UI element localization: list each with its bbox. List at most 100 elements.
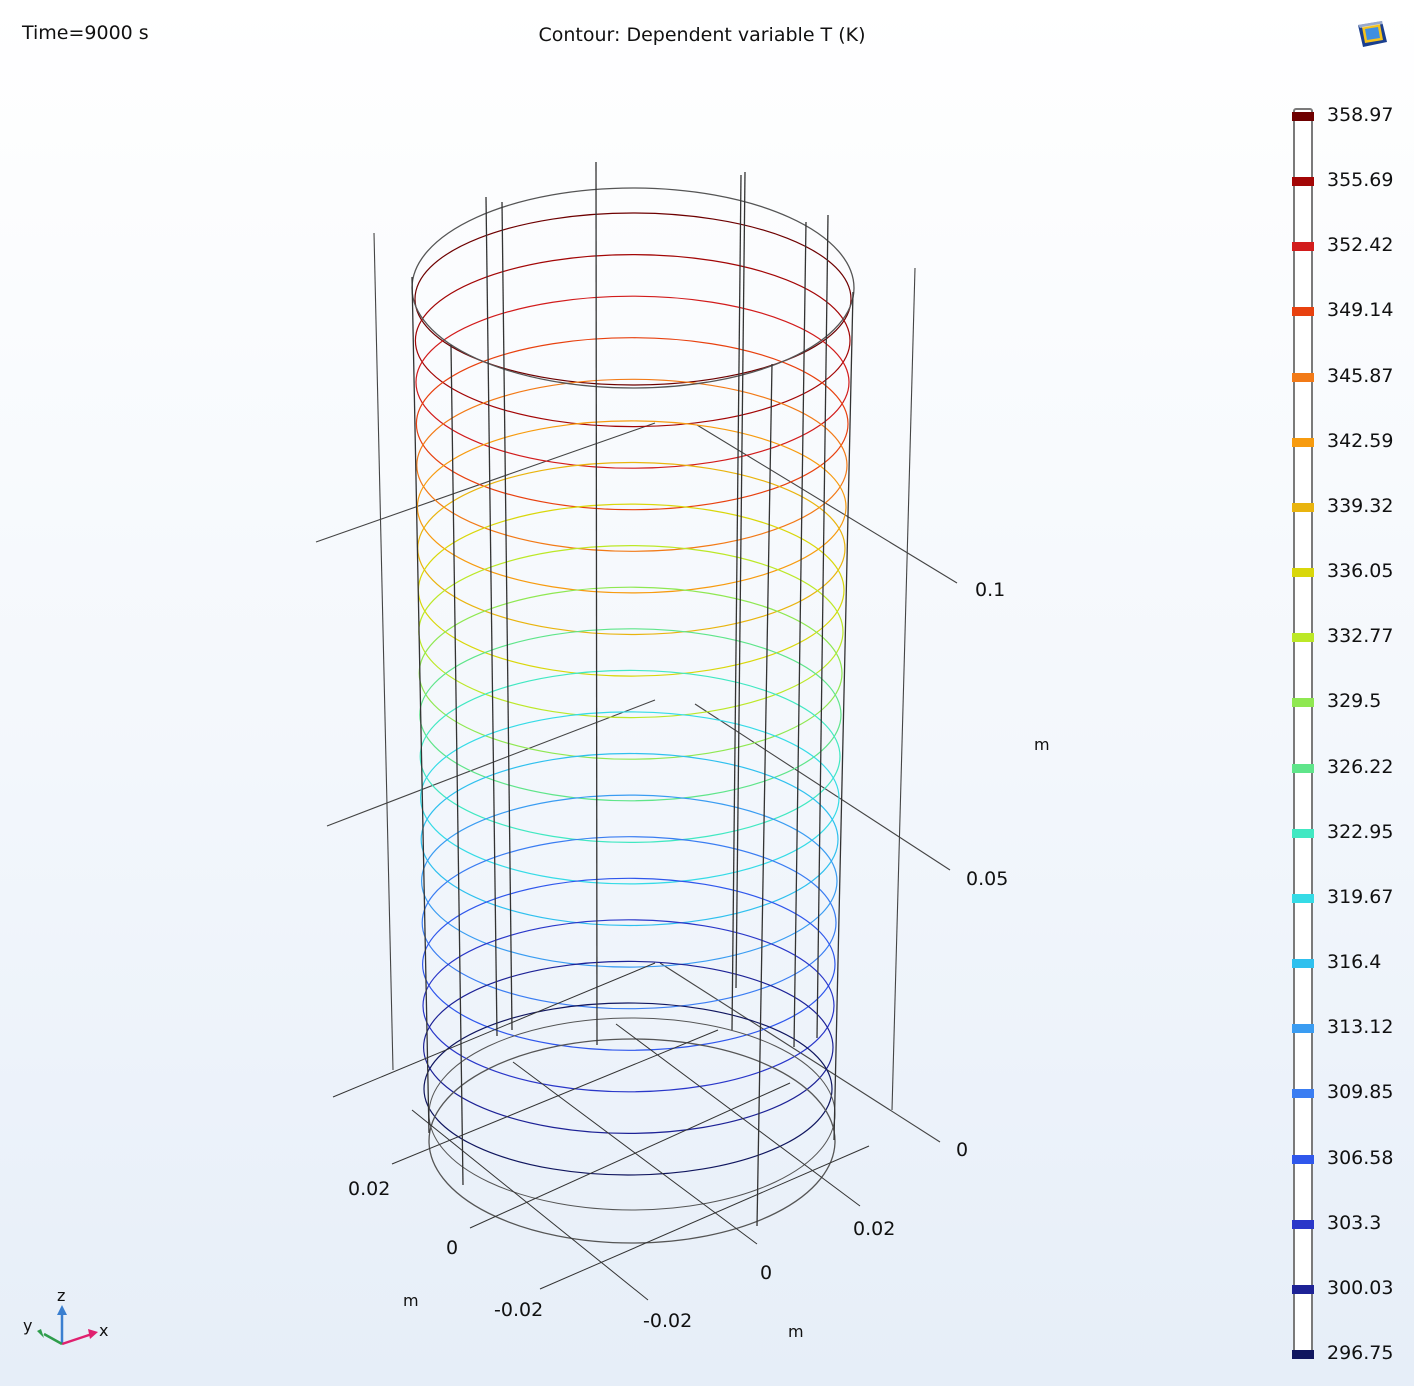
wireframe-edge bbox=[756, 363, 773, 1227]
color-legend-swatch bbox=[1292, 502, 1314, 512]
color-legend-label: 336.05 bbox=[1327, 560, 1394, 583]
wireframe-edge bbox=[816, 214, 829, 1039]
z-tick-0: 0 bbox=[956, 1139, 968, 1161]
contour-level-322.95 bbox=[419, 669, 841, 844]
contour-level-316.4 bbox=[420, 752, 839, 927]
wireframe-edge bbox=[833, 291, 854, 1141]
wireframe-edge bbox=[501, 201, 513, 1031]
triad-x-label: x bbox=[99, 1321, 108, 1340]
z-tick-0.05: 0.05 bbox=[966, 868, 1008, 890]
color-legend-label: 300.03 bbox=[1327, 1276, 1394, 1299]
contour-level-319.67 bbox=[419, 711, 840, 885]
floor-grid-line bbox=[539, 1145, 870, 1290]
color-legend-label: 319.67 bbox=[1327, 885, 1394, 908]
bounding-box-line bbox=[326, 699, 656, 827]
y-tick-neg0.02: -0.02 bbox=[494, 1299, 543, 1321]
color-legend-swatch bbox=[1292, 112, 1314, 121]
contour-level-309.85 bbox=[421, 836, 837, 1010]
color-legend-label: 306.58 bbox=[1327, 1146, 1394, 1169]
wireframe-edge bbox=[735, 171, 746, 989]
triad-z-label: z bbox=[57, 1286, 65, 1305]
color-legend-swatch bbox=[1292, 437, 1314, 447]
axis-orientation-triad-icon: z y x bbox=[23, 1286, 108, 1346]
wireframe-edge bbox=[450, 344, 464, 1186]
bounding-box-lines bbox=[315, 232, 958, 1143]
bounding-box-line bbox=[659, 962, 941, 1143]
wireframe-edge bbox=[411, 276, 430, 1134]
contour-lines bbox=[414, 212, 852, 1176]
contour-level-303.3 bbox=[422, 919, 835, 1093]
x-tick-neg0.02: -0.02 bbox=[643, 1310, 692, 1332]
color-legend-swatch bbox=[1292, 1284, 1314, 1294]
wireframe-edge bbox=[485, 196, 498, 1037]
color-legend-swatch bbox=[1292, 1024, 1314, 1034]
color-legend-swatch bbox=[1292, 959, 1314, 969]
contour-level-355.69 bbox=[414, 254, 851, 428]
color-legend-label: 355.69 bbox=[1327, 169, 1394, 192]
color-legend-label: 313.12 bbox=[1327, 1016, 1394, 1039]
color-legend-bar bbox=[1293, 108, 1313, 1354]
time-label: Time=9000 s bbox=[22, 22, 149, 44]
z-axis-unit: m bbox=[1034, 735, 1050, 754]
contour-level-313.12 bbox=[420, 794, 838, 968]
contour-level-300.03 bbox=[422, 960, 834, 1135]
bottom-rim bbox=[428, 1038, 836, 1244]
color-legend-label: 316.4 bbox=[1327, 951, 1382, 974]
contour-level-326.22 bbox=[419, 628, 842, 802]
contour-level-336.05 bbox=[417, 503, 845, 677]
color-legend-swatch bbox=[1292, 763, 1314, 773]
y-tick-0: 0 bbox=[446, 1237, 458, 1259]
contour-level-332.77 bbox=[418, 544, 844, 719]
x-tick-0: 0 bbox=[760, 1262, 772, 1284]
z-tick-0.1: 0.1 bbox=[975, 579, 1005, 601]
contour-level-358.97 bbox=[414, 212, 852, 386]
color-legend-swatch bbox=[1292, 372, 1314, 382]
color-legend-label: 352.42 bbox=[1327, 234, 1394, 257]
color-legend-label: 358.97 bbox=[1327, 104, 1394, 126]
bounding-box-line bbox=[315, 422, 656, 543]
top-rim bbox=[411, 187, 855, 389]
contour-level-339.32 bbox=[417, 461, 846, 636]
color-legend-label: 322.95 bbox=[1327, 820, 1394, 843]
color-legend-swatch bbox=[1292, 698, 1314, 708]
color-legend-swatch bbox=[1292, 242, 1314, 252]
y-axis-unit: m bbox=[403, 1291, 419, 1310]
contour-level-345.87 bbox=[416, 378, 848, 552]
contour-level-342.59 bbox=[416, 420, 847, 594]
x-axis-unit: m bbox=[788, 1322, 804, 1341]
color-legend-swatch bbox=[1292, 568, 1314, 578]
floor-grid-line bbox=[615, 1023, 861, 1207]
floor-grid-line bbox=[332, 962, 656, 1098]
color-legend: 358.97 355.69 352.42 349.14 345.87 342.59 339.… bbox=[1290, 104, 1410, 1366]
color-legend-swatch bbox=[1292, 893, 1314, 903]
bounding-box-line bbox=[891, 267, 916, 1111]
color-legend-swatch bbox=[1292, 828, 1314, 838]
contour-level-306.58 bbox=[421, 877, 836, 1051]
color-legend-label: 339.32 bbox=[1327, 494, 1394, 517]
color-legend-swatch bbox=[1292, 1350, 1314, 1359]
contour-level-352.42 bbox=[415, 295, 850, 469]
triad-y-label: y bbox=[23, 1316, 32, 1335]
floor-grid-line bbox=[411, 1109, 649, 1301]
color-legend-swatch bbox=[1292, 1089, 1314, 1099]
contour-level-296.75 bbox=[423, 1002, 833, 1176]
color-legend-swatch bbox=[1292, 1219, 1314, 1229]
color-legend-label: 303.3 bbox=[1327, 1211, 1382, 1234]
color-legend-label: 329.5 bbox=[1327, 690, 1382, 713]
color-legend-swatch bbox=[1292, 307, 1314, 317]
color-legend-swatch bbox=[1292, 633, 1314, 643]
color-legend-label: 309.85 bbox=[1327, 1081, 1394, 1104]
contour-level-349.14 bbox=[415, 337, 849, 511]
bounding-box-line bbox=[373, 232, 394, 1071]
comsol-logo-icon bbox=[1354, 16, 1390, 52]
floor-grid-line bbox=[391, 1029, 719, 1165]
bounding-box-line bbox=[694, 703, 951, 871]
x-tick-0.02: 0.02 bbox=[853, 1218, 895, 1240]
color-legend-label: 342.59 bbox=[1327, 429, 1394, 452]
bottom-rim-inner bbox=[428, 1017, 836, 1211]
wireframe-edge bbox=[793, 221, 807, 1048]
floor-grid-line bbox=[469, 1082, 791, 1229]
color-legend-label: 332.77 bbox=[1327, 625, 1394, 648]
